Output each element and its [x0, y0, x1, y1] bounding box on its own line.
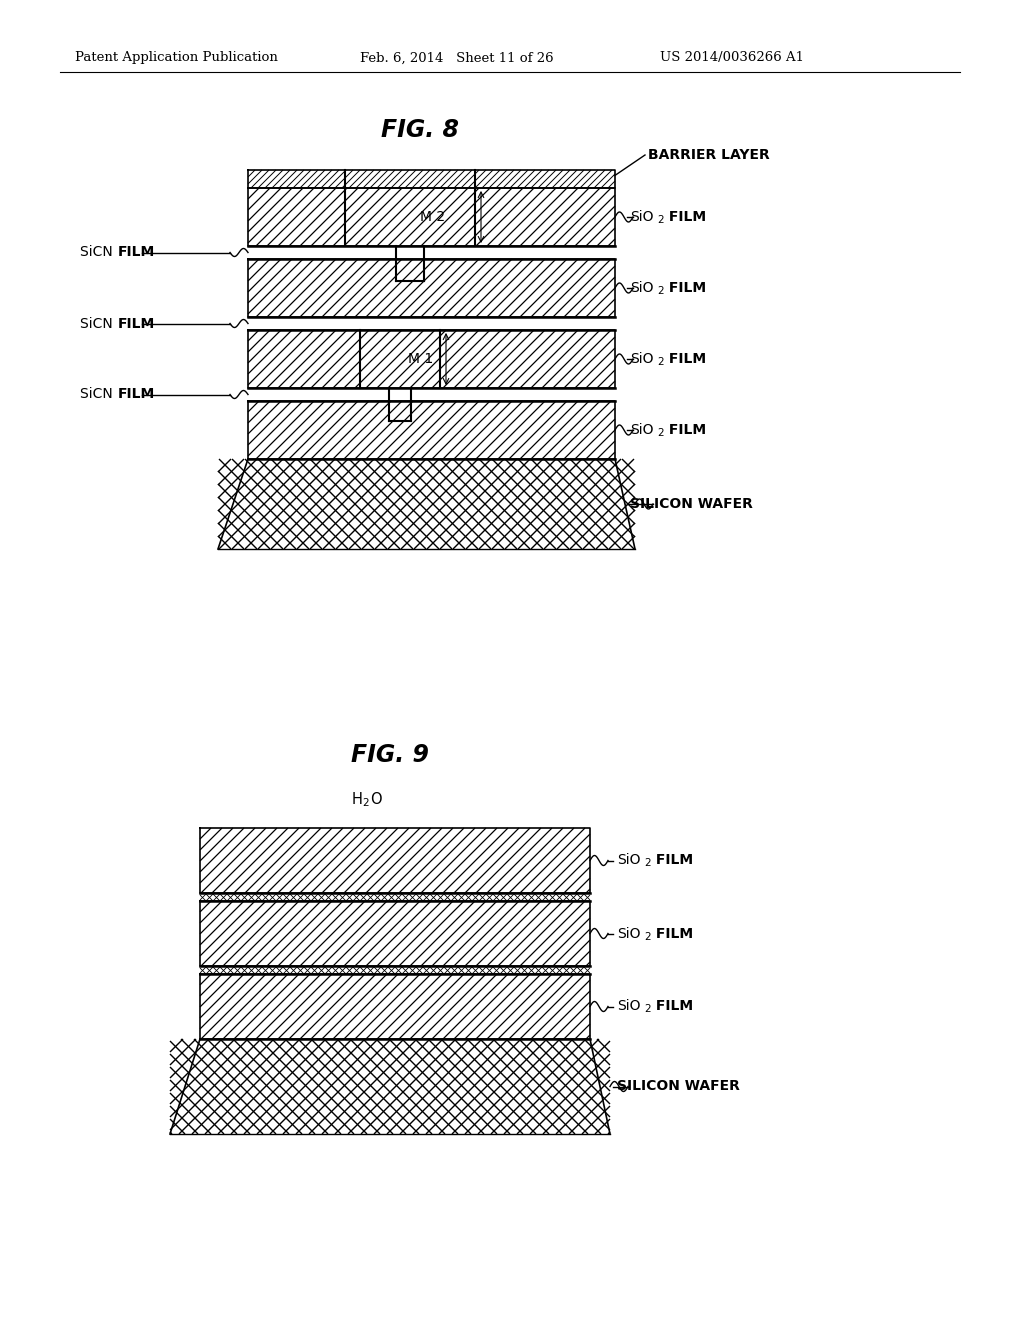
- Text: Feb. 6, 2014   Sheet 11 of 26: Feb. 6, 2014 Sheet 11 of 26: [360, 51, 554, 65]
- Text: 2: 2: [657, 215, 664, 224]
- Text: FILM: FILM: [651, 999, 693, 1014]
- Text: FILM: FILM: [664, 210, 707, 224]
- Text: SiO: SiO: [630, 210, 653, 224]
- Text: US 2014/0036266 A1: US 2014/0036266 A1: [660, 51, 804, 65]
- Text: 2: 2: [657, 356, 664, 367]
- Text: O: O: [370, 792, 382, 808]
- Text: M 1: M 1: [408, 352, 433, 366]
- Text: FILM: FILM: [664, 422, 707, 437]
- Text: M 2: M 2: [420, 210, 445, 224]
- Text: 2: 2: [644, 932, 650, 941]
- Text: SiO: SiO: [630, 422, 653, 437]
- Text: SILICON WAFER: SILICON WAFER: [630, 498, 753, 511]
- Text: FIG. 9: FIG. 9: [351, 743, 429, 767]
- Text: FIG. 8: FIG. 8: [381, 117, 459, 143]
- Text: FILM: FILM: [118, 388, 156, 401]
- Text: SiO: SiO: [617, 999, 640, 1014]
- Text: SiCN: SiCN: [80, 317, 117, 330]
- Text: 2: 2: [644, 858, 650, 869]
- Text: SiO: SiO: [630, 352, 653, 366]
- Text: 2: 2: [657, 286, 664, 296]
- Text: 2: 2: [657, 428, 664, 438]
- Text: 2: 2: [644, 1005, 650, 1015]
- Text: Patent Application Publication: Patent Application Publication: [75, 51, 278, 65]
- Text: FILM: FILM: [118, 317, 156, 330]
- Text: H: H: [352, 792, 362, 808]
- Text: FILM: FILM: [664, 281, 707, 294]
- Text: SiCN: SiCN: [80, 246, 117, 260]
- Text: FILM: FILM: [118, 246, 156, 260]
- Text: SiO: SiO: [630, 281, 653, 294]
- Text: BARRIER LAYER: BARRIER LAYER: [648, 148, 770, 162]
- Text: FILM: FILM: [651, 854, 693, 867]
- Text: 2: 2: [362, 799, 369, 808]
- Text: FILM: FILM: [651, 927, 693, 940]
- Text: SiO: SiO: [617, 854, 640, 867]
- Text: SILICON WAFER: SILICON WAFER: [617, 1080, 740, 1093]
- Text: SiCN: SiCN: [80, 388, 117, 401]
- Text: SiO: SiO: [617, 927, 640, 940]
- Text: FILM: FILM: [664, 352, 707, 366]
